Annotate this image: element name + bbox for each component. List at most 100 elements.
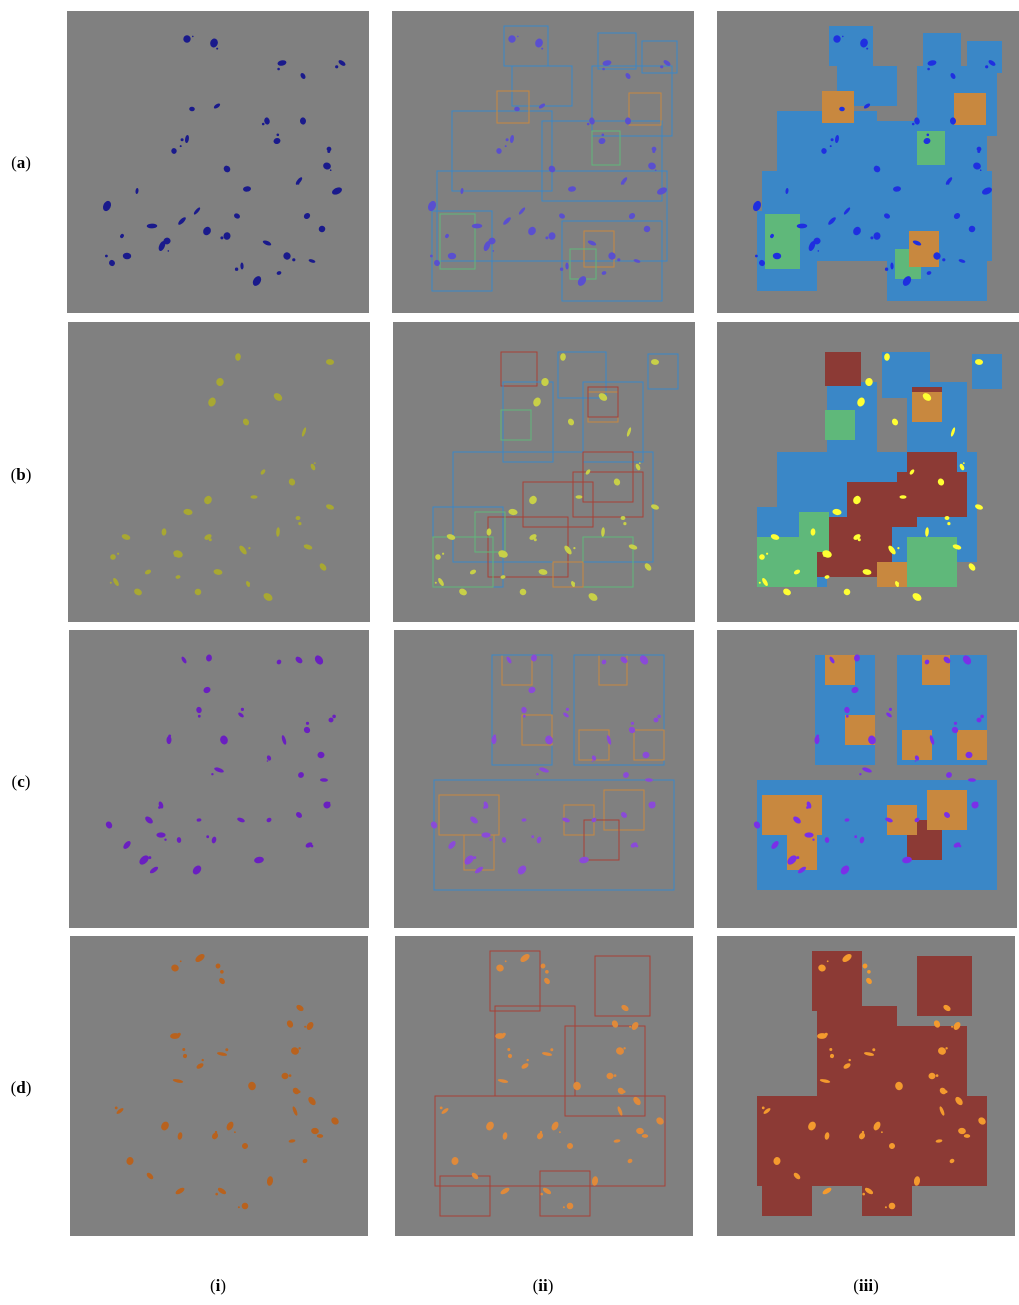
lesion-blob: [239, 545, 247, 555]
lesion-blob: [299, 117, 307, 125]
lesion-blob: [598, 137, 606, 145]
lesion-speck: [313, 462, 316, 464]
lesion-blob: [535, 38, 543, 48]
lesion-blob: [311, 1127, 319, 1135]
lesion-blob: [194, 588, 202, 596]
lesion-blobs: [430, 654, 661, 875]
lesion-blob: [762, 578, 768, 586]
lesion-speck: [304, 1025, 307, 1028]
lesion-blob: [121, 534, 131, 540]
lesion-blob: [868, 735, 876, 745]
lesion-blob: [545, 735, 553, 745]
lesion-speck: [182, 1048, 186, 1051]
lesion-blob: [326, 359, 334, 365]
lesion-blob: [242, 1143, 248, 1149]
lesion-speck: [854, 835, 858, 839]
lesion-blob: [250, 495, 258, 499]
lesion-blob: [211, 836, 217, 844]
region-patch-green: [825, 410, 855, 440]
lesion-blob: [266, 755, 272, 761]
lesion-blobs: [753, 654, 984, 875]
lesion-blob: [521, 706, 527, 714]
lesion-speck: [335, 65, 339, 69]
lesion-blob: [438, 578, 444, 586]
lesion-speck: [829, 145, 832, 148]
lesion-speck: [629, 1025, 632, 1028]
lesion-blob: [540, 963, 546, 969]
lesion-blob: [496, 148, 502, 154]
lesion-blob: [196, 1063, 204, 1069]
lesion-blob: [248, 1081, 256, 1091]
lesion-blob: [281, 735, 287, 745]
lesion-blob: [577, 276, 587, 286]
region-outline-blue: [582, 381, 644, 463]
lesion-blob: [625, 73, 631, 79]
lesion-blob: [123, 841, 131, 849]
lesion-blob: [318, 225, 326, 233]
lesion-blob: [566, 1202, 574, 1210]
lesion-blob: [238, 712, 244, 718]
lesion-blob: [824, 837, 830, 843]
lesion-blob: [759, 554, 765, 560]
lesion-blob: [858, 1132, 866, 1140]
lesion-speck: [204, 688, 207, 691]
panel-background: [68, 322, 370, 622]
lesion-speck: [652, 150, 656, 153]
lesion-blob: [591, 755, 597, 761]
lesion-blob: [544, 977, 550, 985]
lesion-blob: [109, 259, 115, 267]
lesion-blob: [158, 241, 166, 251]
lesion-blob: [481, 832, 491, 838]
lesion-speck: [884, 1206, 887, 1209]
lesion-blobs: [752, 35, 996, 286]
lesion-blob: [495, 1033, 505, 1039]
lesion-blob: [502, 1132, 508, 1140]
lesion-speck: [237, 1206, 240, 1209]
lesion-speck: [211, 773, 214, 776]
lesion-blob: [565, 262, 569, 270]
lesion-blob: [242, 418, 250, 426]
lesion-blob: [627, 1158, 633, 1164]
lesion-blob: [616, 1047, 624, 1055]
region-patch-orange: [877, 562, 907, 587]
lesion-blob: [317, 751, 325, 759]
lesion-speck: [550, 1048, 554, 1052]
lesion-speck: [530, 230, 534, 233]
lesion-blob: [575, 495, 583, 499]
lesion-blob: [939, 1106, 945, 1116]
lesion-blob: [491, 735, 497, 745]
lesion-blob: [326, 146, 332, 152]
row-label-b: (b): [10, 465, 32, 484]
lesion-blob: [628, 726, 636, 734]
lesion-speck: [601, 133, 605, 137]
lesion-speck: [162, 1125, 165, 1129]
lesion-speck: [911, 122, 915, 126]
lesion-blob: [657, 187, 667, 195]
lesion-blob: [968, 778, 976, 782]
row-label-c: (c): [11, 772, 31, 791]
region-patch-red: [817, 1006, 897, 1096]
lesion-speck: [504, 960, 507, 963]
lesion-speck: [586, 122, 590, 126]
lesion-blob: [273, 137, 281, 145]
region-outline-orange: [633, 729, 665, 761]
lesion-speck: [826, 960, 829, 963]
lesion-speck: [573, 547, 576, 550]
lesion-blob: [448, 841, 456, 849]
lesion-speck: [550, 168, 553, 171]
lesion-blob: [772, 252, 782, 260]
lesion-speck: [897, 547, 900, 550]
lesion-blob: [953, 842, 961, 848]
region-outline-blue: [431, 210, 493, 292]
lesion-blob: [976, 717, 982, 723]
lesion-blob: [943, 656, 951, 664]
lesion-blob: [819, 1079, 831, 1083]
lesion-blob: [486, 528, 492, 536]
region-outline-red: [587, 386, 619, 418]
lesion-speck: [857, 538, 861, 542]
lesion-blob: [331, 1117, 339, 1125]
region-outline-blue: [541, 120, 663, 202]
lesion-speck: [492, 250, 495, 252]
lesion-speck: [504, 145, 507, 148]
region-outline-red: [489, 950, 541, 1012]
